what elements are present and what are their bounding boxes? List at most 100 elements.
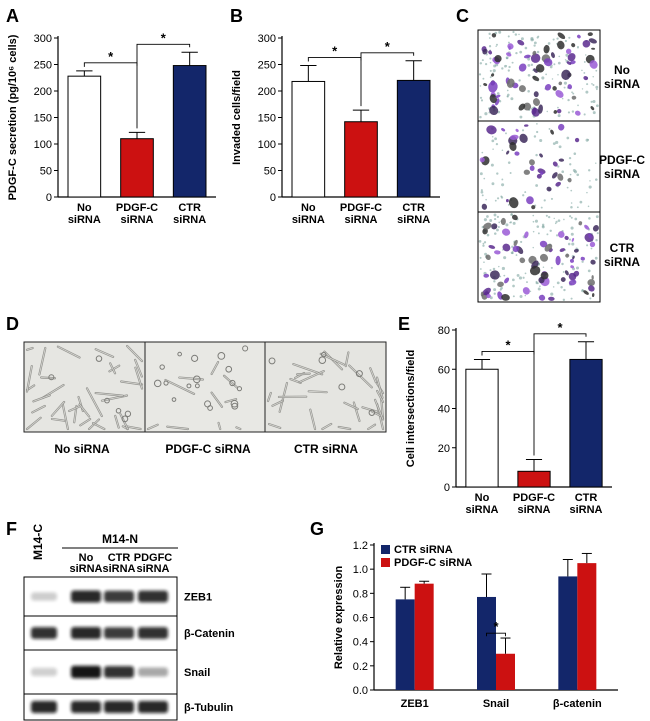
invaded-cell	[556, 108, 562, 114]
pore-dot	[596, 88, 598, 91]
invaded-cell	[571, 237, 575, 242]
pore-dot	[488, 45, 492, 48]
pore-dot	[505, 223, 509, 227]
pore-dot	[571, 242, 575, 246]
invaded-cell	[490, 73, 495, 77]
pore-dot	[511, 61, 514, 64]
x-tick-label-line: No	[475, 492, 490, 504]
lane-label-line: PDGFC	[134, 552, 173, 564]
y-tick-label: 0.8	[353, 588, 368, 600]
x-tick-label-line: PDGF-C	[513, 492, 555, 504]
pore-dot	[570, 216, 573, 219]
pore-dot	[577, 104, 579, 107]
x-tick-label-line: PDGF-C	[340, 202, 382, 214]
x-tick-label-line: siRNA	[517, 504, 550, 516]
tube-highlight	[135, 367, 143, 389]
tube-highlight	[211, 392, 223, 408]
pore-dot	[499, 275, 502, 278]
tube-highlight	[31, 405, 46, 413]
invaded-cell	[571, 95, 577, 100]
pore-dot	[583, 113, 586, 116]
pore-dot	[522, 276, 525, 279]
pore-dot	[496, 92, 500, 95]
pore-dot	[519, 50, 523, 54]
pore-dot	[524, 272, 527, 275]
pore-dot	[491, 139, 495, 143]
invaded-cell	[486, 125, 497, 135]
bar	[477, 596, 496, 690]
y-tick-label: 50	[40, 166, 52, 178]
pore-dot	[561, 262, 564, 266]
invaded-cell	[482, 48, 488, 55]
invaded-cell	[523, 169, 531, 175]
invaded-cell	[582, 39, 591, 48]
pore-dot	[548, 127, 551, 130]
invasion-cells	[478, 30, 599, 302]
pore-dot	[481, 151, 484, 154]
pore-dot	[570, 297, 573, 300]
invaded-cell	[529, 159, 535, 166]
tube-highlight	[376, 377, 383, 399]
pore-dot	[480, 189, 483, 192]
pore-dot	[555, 234, 559, 237]
blot-band	[31, 701, 57, 713]
pore-dot	[516, 273, 520, 277]
pore-dot	[511, 278, 515, 282]
pore-dot	[507, 35, 510, 38]
invaded-cell	[494, 55, 502, 63]
pore-dot	[489, 76, 492, 79]
lane-label: CTR siRNA	[102, 552, 135, 575]
cell-cluster	[192, 375, 201, 384]
pore-dot	[501, 183, 505, 187]
invaded-cell	[543, 44, 550, 54]
invaded-cell	[518, 85, 526, 93]
tube-highlight	[345, 352, 349, 367]
legend-swatch	[381, 558, 390, 567]
tube-highlight	[321, 423, 332, 430]
pore-dot	[595, 85, 599, 89]
blot-band	[71, 665, 101, 679]
pore-dot	[557, 73, 559, 76]
invaded-cell	[489, 270, 500, 280]
tube-highlight	[267, 392, 272, 402]
blot-band	[31, 592, 57, 601]
y-tick-label: 300	[34, 33, 52, 45]
pore-dot	[536, 50, 540, 54]
invaded-cell	[505, 199, 509, 203]
panel-letters: A B C D E F G	[6, 6, 469, 539]
pore-dot	[583, 72, 586, 74]
pore-dot	[554, 222, 557, 225]
panel-letter-g: G	[310, 519, 324, 539]
invaded-cell	[557, 40, 565, 50]
blot-band	[138, 701, 168, 713]
pore-dot	[557, 106, 559, 109]
legend-swatch	[381, 545, 390, 554]
panel-letter-a: A	[6, 6, 19, 26]
tube-highlight	[109, 365, 120, 372]
pore-dot	[550, 292, 554, 296]
pore-dot	[515, 254, 518, 256]
invaded-cell	[568, 279, 577, 286]
invaded-cell	[564, 270, 569, 276]
pore-dot	[514, 33, 518, 36]
pore-dot	[556, 37, 559, 40]
panel-letter-b: B	[230, 6, 243, 26]
pore-dot	[590, 100, 593, 103]
panel-letter-c: C	[456, 6, 469, 26]
tube-network	[25, 344, 385, 431]
pore-dot	[498, 265, 500, 268]
pore-dot	[500, 286, 503, 290]
cell-cluster	[153, 379, 162, 388]
significance-marker: *	[505, 337, 511, 352]
pore-dot	[558, 145, 562, 149]
pore-dot	[570, 205, 573, 209]
invaded-cell	[539, 153, 543, 158]
bar	[569, 358, 603, 488]
pore-dot	[545, 214, 548, 217]
invaded-cell	[589, 60, 598, 69]
invaded-cell	[561, 69, 571, 80]
cell-cluster	[318, 356, 327, 364]
pore-dot	[493, 213, 497, 217]
pore-dot	[512, 284, 515, 288]
